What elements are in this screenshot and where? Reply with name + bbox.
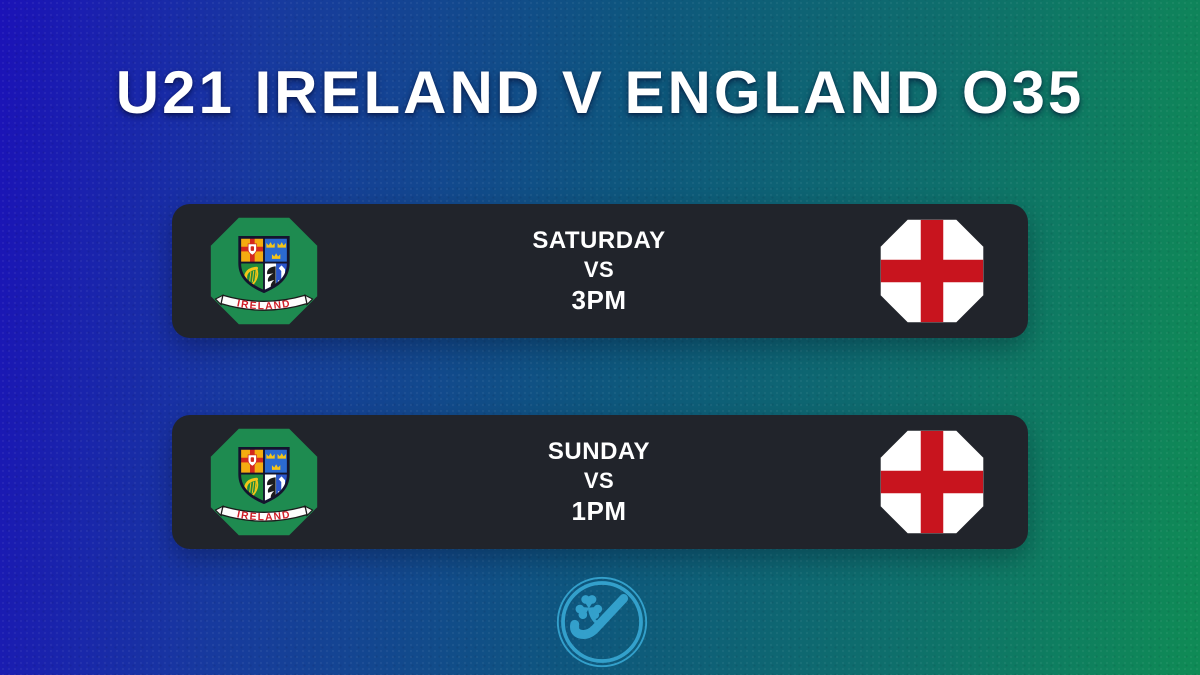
match-time-label: 3PM	[571, 285, 627, 315]
fixture-card-saturday: SATURDAY VS 3PM	[172, 204, 1028, 338]
match-time-label: 1PM	[571, 496, 627, 526]
england-flag-icon	[878, 217, 986, 325]
match-day-label: SATURDAY	[532, 227, 666, 254]
match-info: SUNDAY VS 1PM	[320, 437, 878, 527]
fixture-card-sunday: SUNDAY VS 1PM	[172, 415, 1028, 549]
versus-label: VS	[583, 257, 615, 282]
versus-label: VS	[583, 468, 615, 493]
page-title: U21 IRELAND V ENGLAND O35	[115, 59, 1085, 126]
ireland-crest-icon	[208, 215, 320, 327]
shamrock-hockey-stick-logo-icon	[555, 575, 649, 669]
match-day-label: SUNDAY	[547, 438, 651, 465]
ireland-crest-icon	[208, 426, 320, 538]
match-info: SATURDAY VS 3PM	[320, 226, 878, 316]
england-flag-icon	[878, 428, 986, 536]
